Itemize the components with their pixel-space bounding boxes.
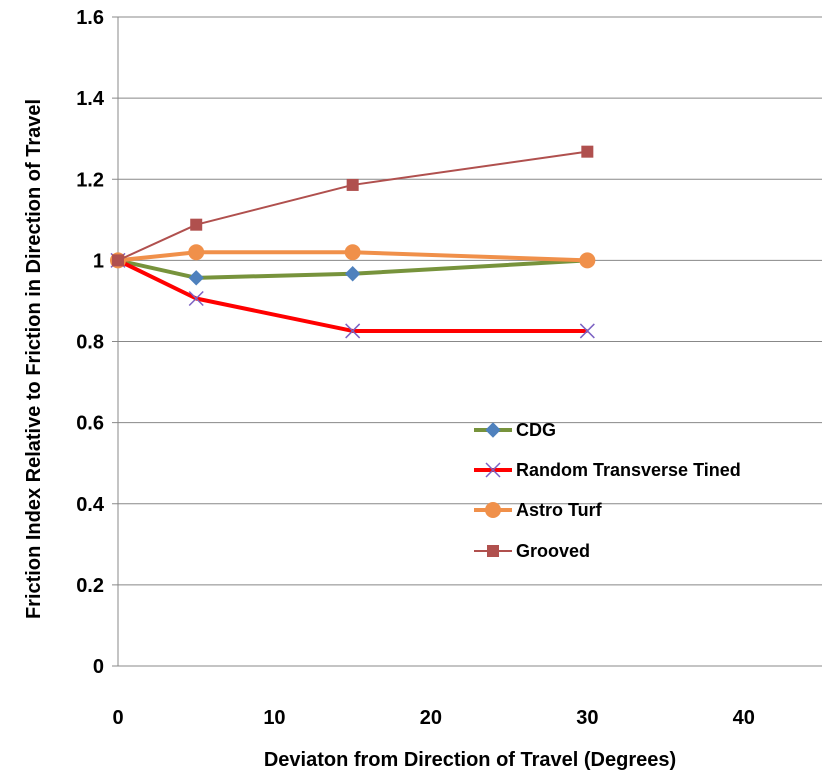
series-line-grooved xyxy=(117,150,588,262)
y-tick-label-4: 0.8 xyxy=(76,332,104,354)
x-tick-label-0: 0 xyxy=(112,707,123,729)
point-grooved-1 xyxy=(190,218,203,231)
point-astro-turf-1 xyxy=(188,244,205,261)
y-tick-label-6: 1.2 xyxy=(76,169,104,191)
legend-label-random-transverse-tined: Random Transverse Tined xyxy=(516,460,741,480)
legend-label-cdg: CDG xyxy=(516,420,556,440)
legend-swatch-marker-astro-turf xyxy=(485,502,501,518)
legend-item-astro-turf: Astro Turf xyxy=(474,500,603,520)
point-cdg-1 xyxy=(188,270,204,286)
y-axis-title: Friction Index Relative to Friction in D… xyxy=(23,99,45,619)
y-tick-label-5: 1 xyxy=(93,250,104,272)
legend-item-grooved: Grooved xyxy=(474,541,590,561)
point-random-transverse-tined-3 xyxy=(579,323,595,339)
y-tick-label-0: 0 xyxy=(93,656,104,678)
point-cdg-2 xyxy=(344,266,361,282)
point-astro-turf-2 xyxy=(344,244,361,261)
y-tick-label-7: 1.4 xyxy=(76,88,105,110)
legend: CDG Random Transverse Tined Astro Turf Groo… xyxy=(474,420,741,561)
series-grooved xyxy=(112,145,594,267)
point-random-transverse-tined-1 xyxy=(188,290,204,307)
legend-label-grooved: Grooved xyxy=(516,541,590,561)
y-tick-label-3: 0.6 xyxy=(76,413,104,435)
series-group xyxy=(110,145,596,339)
x-tick-label-1: 10 xyxy=(263,707,285,729)
x-axis-title: Deviaton from Direction of Travel (Degre… xyxy=(264,749,676,771)
series-line-astro-turf xyxy=(117,250,588,263)
point-astro-turf-3 xyxy=(579,252,596,269)
legend-swatch-marker-random-transverse-tined xyxy=(485,462,501,478)
x-tick-label-4: 40 xyxy=(733,707,755,729)
x-tick-label-3: 30 xyxy=(576,707,598,729)
point-grooved-0 xyxy=(112,254,124,267)
x-tick-labels: 0 10 20 30 40 xyxy=(112,707,754,729)
y-tick-label-2: 0.4 xyxy=(76,494,105,516)
legend-item-cdg: CDG xyxy=(474,420,556,440)
y-tick-label-8: 1.6 xyxy=(76,7,104,29)
legend-swatch-marker-random-transverse-tined-stroke-b xyxy=(485,462,501,478)
x-tick-label-2: 20 xyxy=(420,707,442,729)
series-line-cdg xyxy=(117,258,588,280)
point-random-transverse-tined-2-stroke-b xyxy=(345,323,361,339)
grid-lines xyxy=(118,16,822,586)
point-grooved-3 xyxy=(581,145,594,158)
y-tick-label-1: 0.2 xyxy=(76,575,104,597)
point-grooved-2 xyxy=(346,178,359,191)
point-random-transverse-tined-1-stroke-b xyxy=(188,290,204,307)
legend-swatch-marker-grooved xyxy=(487,545,499,557)
legend-item-random-transverse-tined: Random Transverse Tined xyxy=(474,460,741,480)
series-line-random-transverse-tined xyxy=(117,258,588,333)
y-tick-labels: 0 0.2 0.4 0.6 0.8 1 1.2 1.4 1.6 xyxy=(76,7,105,678)
point-random-transverse-tined-2 xyxy=(345,323,361,339)
legend-label-astro-turf: Astro Turf xyxy=(516,500,603,520)
legend-swatch-marker-cdg xyxy=(485,422,501,438)
point-random-transverse-tined-3-stroke-b xyxy=(579,323,595,339)
